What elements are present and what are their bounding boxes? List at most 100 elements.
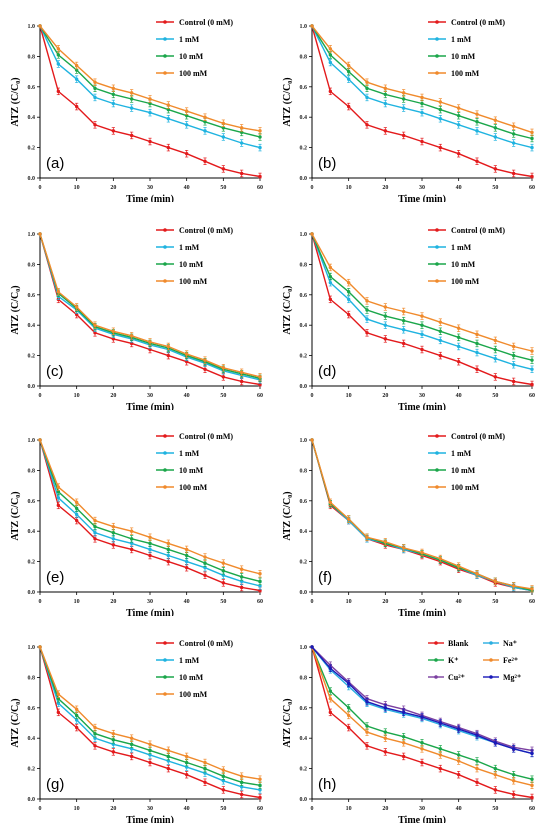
x-tick-label: 20	[382, 185, 388, 191]
data-point	[74, 312, 79, 317]
x-tick-label: 10	[74, 393, 80, 399]
data-point	[258, 579, 262, 584]
data-point	[148, 541, 152, 546]
data-point	[148, 110, 152, 115]
data-point	[383, 337, 388, 341]
x-tick-label: 60	[529, 806, 535, 812]
legend-swatch-marker	[434, 675, 438, 679]
y-tick-label: 1.0	[28, 438, 36, 444]
data-point	[401, 734, 406, 739]
legend-label: 10 mM	[451, 52, 476, 61]
data-point	[456, 564, 461, 568]
data-point	[129, 91, 134, 95]
legend: Control (0 mM) 1 mM 10 mM 100 mM	[156, 18, 233, 78]
data-point	[383, 101, 388, 106]
data-point	[493, 118, 498, 122]
panel-label: (e)	[46, 569, 64, 586]
data-point	[328, 53, 333, 57]
data-point	[401, 97, 406, 101]
data-point	[148, 547, 152, 552]
data-point	[56, 696, 61, 701]
axes: 0 10 20 30 40 50 60 0.0 0.2 0.4 0.6 0.8 1.0	[28, 645, 264, 812]
y-tick-label: 1.0	[28, 645, 36, 651]
data-point	[493, 167, 498, 171]
data-point	[475, 120, 479, 124]
data-point	[456, 113, 461, 118]
legend-label: Cu²⁺	[448, 673, 465, 682]
data-point	[203, 760, 207, 765]
y-tick-label: 0.0	[300, 176, 308, 182]
x-tick-label: 30	[419, 599, 425, 605]
x-tick-label: 60	[529, 185, 535, 191]
data-point	[93, 95, 97, 100]
legend-label: Control (0 mM)	[451, 226, 505, 235]
data-point	[166, 754, 171, 759]
data-point	[184, 109, 189, 113]
legend-label: 100 mM	[451, 69, 480, 78]
data-point	[365, 86, 369, 91]
data-point	[221, 569, 226, 573]
series-line	[311, 646, 533, 752]
data-point	[346, 725, 351, 730]
legend: Control (0 mM) 1 mM 10 mM 100 mM	[428, 18, 505, 78]
data-point	[74, 104, 79, 109]
x-tick-label: 60	[529, 599, 535, 605]
y-axis-label: ATZ (C/C₀)	[10, 77, 21, 126]
legend-label: 1 mM	[179, 656, 200, 665]
chart-panel-g: 0 10 20 30 40 50 60 0.0 0.2 0.4 0.6 0.8 1.0 Time (min…	[10, 639, 264, 823]
legend-swatch-marker	[435, 451, 439, 455]
series-3	[310, 232, 534, 364]
x-tick-label: 60	[529, 393, 535, 399]
legend-swatch-marker	[163, 279, 167, 283]
axes: 0 10 20 30 40 50 60 0.0 0.2 0.4 0.6 0.8 1.0	[300, 645, 536, 812]
data-point	[93, 736, 97, 740]
data-point	[148, 347, 152, 352]
legend: Blank Na⁺ K⁺ Fe²⁺ Cu²⁺ Mg²⁺	[428, 639, 521, 682]
data-point	[221, 375, 226, 379]
x-axis-label: Time (min)	[398, 815, 446, 823]
series-3	[38, 24, 262, 141]
series-line	[39, 646, 261, 799]
data-point	[310, 438, 314, 442]
data-point	[438, 329, 443, 333]
data-point	[475, 780, 479, 784]
x-tick-label: 30	[147, 393, 153, 399]
data-point	[383, 750, 388, 754]
x-axis-label: Time (min)	[126, 608, 174, 616]
data-point	[365, 317, 369, 321]
y-tick-label: 0.8	[28, 468, 36, 474]
x-tick-label: 0	[311, 393, 314, 399]
data-point	[383, 540, 388, 544]
data-point	[38, 438, 42, 442]
y-tick-label: 0.0	[300, 590, 308, 596]
data-point	[148, 101, 152, 106]
data-point	[493, 135, 498, 139]
data-point	[221, 167, 226, 171]
legend: Control (0 mM) 1 mM 10 mM 100 mM	[428, 432, 505, 492]
data-point	[111, 731, 116, 736]
x-tick-label: 40	[456, 806, 462, 812]
data-point	[365, 535, 369, 539]
data-point	[56, 489, 61, 494]
series-3	[38, 438, 262, 586]
data-point	[111, 129, 116, 133]
data-point	[438, 320, 443, 324]
data-point	[111, 92, 116, 97]
panel-label: (b)	[318, 155, 336, 172]
x-tick-label: 20	[110, 599, 116, 605]
data-point	[239, 785, 244, 789]
data-point	[221, 135, 226, 139]
legend-swatch-marker	[163, 692, 167, 696]
data-point	[346, 706, 351, 710]
data-point	[420, 314, 424, 318]
data-point	[38, 645, 42, 649]
data-point	[221, 768, 226, 772]
data-point	[530, 382, 534, 387]
data-point	[74, 725, 79, 730]
data-point	[111, 750, 116, 754]
y-tick-label: 0.0	[300, 384, 308, 390]
data-point	[221, 573, 226, 577]
y-tick-label: 0.2	[28, 354, 36, 360]
data-point	[420, 347, 424, 352]
legend-label: 100 mM	[451, 277, 480, 286]
